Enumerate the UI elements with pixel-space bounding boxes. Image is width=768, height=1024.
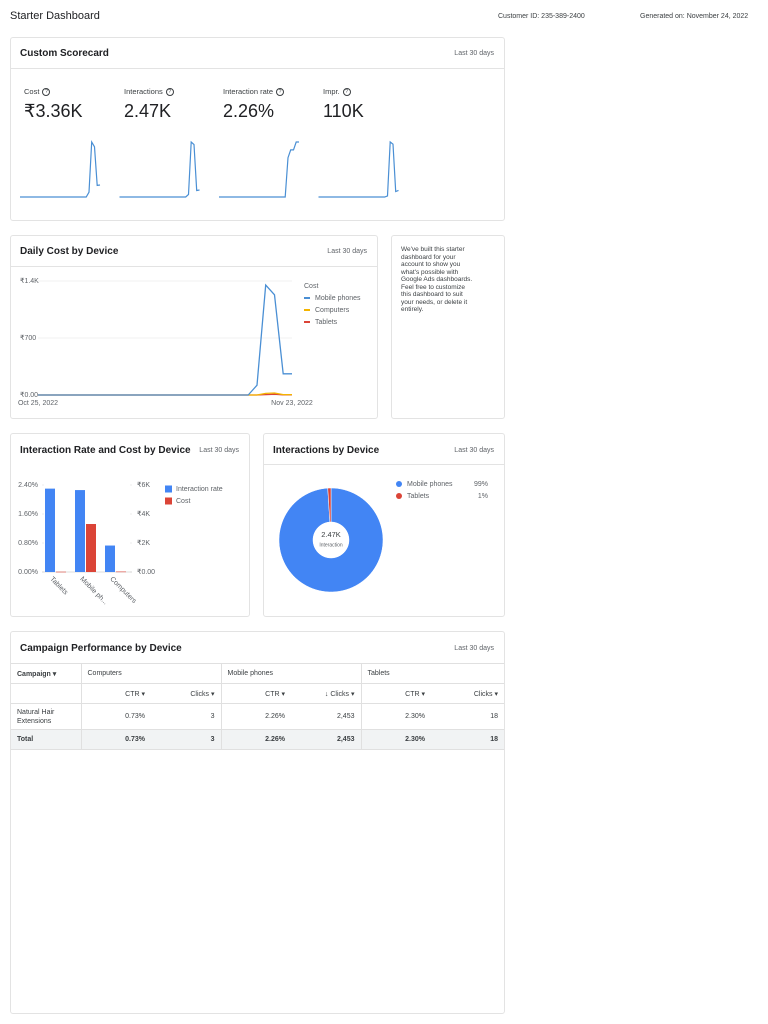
header-cell[interactable]: CTR ▾ bbox=[360, 683, 431, 704]
interactions-device-card: Interactions by Device Last 30 days bbox=[263, 433, 505, 617]
help-icon[interactable]: ? bbox=[165, 88, 174, 97]
cell: 0.73% bbox=[80, 729, 151, 750]
cell: Total bbox=[11, 729, 81, 750]
header-cell[interactable]: CTR ▾ bbox=[220, 683, 291, 704]
help-icon[interactable]: ? bbox=[42, 88, 51, 97]
group-header: Computers bbox=[80, 663, 221, 684]
period: Last 30 days bbox=[199, 447, 239, 454]
cell: 3 bbox=[151, 703, 221, 730]
cell: 18 bbox=[431, 703, 504, 730]
divider bbox=[11, 68, 504, 69]
period: Last 30 days bbox=[454, 50, 494, 57]
note-card: We've built this starter dashboard for y… bbox=[391, 235, 505, 419]
cell: 2.26% bbox=[220, 703, 291, 730]
metric-value: 110K bbox=[323, 101, 364, 121]
metric-value: 2.47K bbox=[124, 101, 172, 121]
cell: 2.26% bbox=[220, 729, 291, 750]
interaction-rate-card: Interaction Rate and Cost by Device Last… bbox=[10, 433, 250, 617]
help-icon[interactable]: ? bbox=[276, 88, 285, 97]
total-row: Total 0.73% 3 2.26% 2,453 2.30% 18 bbox=[11, 729, 504, 750]
card-title: Custom Scorecard bbox=[20, 48, 109, 59]
metric-label-text: Cost bbox=[24, 87, 40, 96]
metric-label[interactable]: Interaction rate? bbox=[223, 87, 285, 97]
cell: 18 bbox=[431, 729, 504, 750]
cell: 2,453 bbox=[291, 729, 361, 750]
header-cell[interactable]: CTR ▾ bbox=[80, 683, 151, 704]
metric-value: 2.26% bbox=[223, 101, 275, 121]
note-text: We've built this starter dashboard for y… bbox=[401, 246, 473, 313]
divider bbox=[11, 266, 377, 267]
group-header: Mobile phones bbox=[220, 663, 361, 684]
period: Last 30 days bbox=[327, 248, 367, 255]
campaign-card: Campaign Performance by Device Last 30 d… bbox=[10, 631, 505, 1014]
cell: Natural Hair Extensions bbox=[11, 703, 81, 730]
cell: 2,453 bbox=[291, 703, 361, 730]
cell: 2.30% bbox=[360, 729, 431, 750]
scorecard-card: Custom Scorecard Last 30 days Cost? Inte… bbox=[10, 37, 505, 221]
card-title: Interactions by Device bbox=[273, 445, 380, 456]
group-header-row: Campaign ▾ Computers Mobile phones Table… bbox=[11, 663, 504, 684]
header-text: Clicks bbox=[190, 690, 210, 698]
metric-label-text: Impr. bbox=[323, 87, 340, 96]
group-header: Tablets bbox=[360, 663, 504, 684]
cell: 0.73% bbox=[80, 703, 151, 730]
metric-label[interactable]: Impr.? bbox=[323, 87, 351, 97]
cell: 3 bbox=[151, 729, 221, 750]
header-text: Clicks bbox=[330, 690, 350, 698]
header-cell[interactable]: ↓ Clicks ▾ bbox=[291, 683, 361, 704]
metric-label-text: Interaction rate bbox=[223, 87, 274, 96]
generated-on: Generated on: November 24, 2022 bbox=[640, 13, 749, 20]
metric-label-text: Interactions bbox=[124, 87, 163, 96]
metric-value: ₹3.36K bbox=[24, 101, 83, 121]
daily-cost-card: Daily Cost by Device Last 30 days bbox=[10, 235, 378, 419]
header-cell[interactable]: Clicks ▾ bbox=[151, 683, 221, 704]
data-row: Natural Hair Extensions 0.73% 3 2.26% 2,… bbox=[11, 703, 504, 730]
period: Last 30 days bbox=[454, 447, 494, 454]
header-text: CTR bbox=[405, 690, 420, 698]
campaign-table: Campaign ▾ Computers Mobile phones Table… bbox=[11, 663, 504, 750]
card-title: Interaction Rate and Cost by Device bbox=[20, 445, 191, 456]
customer-id: Customer ID: 235-389-2400 bbox=[498, 13, 585, 20]
metric-label[interactable]: Interactions? bbox=[124, 87, 174, 97]
metric-label[interactable]: Cost? bbox=[24, 87, 51, 97]
card-title: Campaign Performance by Device bbox=[20, 643, 182, 654]
page-title: Starter Dashboard bbox=[10, 10, 100, 22]
header-text: Campaign bbox=[17, 670, 51, 678]
card-title: Daily Cost by Device bbox=[20, 246, 119, 257]
blank-cell bbox=[11, 683, 81, 704]
header-text: CTR bbox=[265, 690, 280, 698]
divider bbox=[264, 464, 504, 465]
header-text: Clicks bbox=[473, 690, 493, 698]
header-cell[interactable]: Campaign ▾ bbox=[11, 663, 81, 684]
period: Last 30 days bbox=[454, 645, 494, 652]
column-header-row: CTR ▾ Clicks ▾ CTR ▾ ↓ Clicks ▾ CTR ▾ Cl… bbox=[11, 683, 504, 704]
header-text: CTR bbox=[125, 690, 140, 698]
help-icon[interactable]: ? bbox=[342, 88, 351, 97]
cell: 2.30% bbox=[360, 703, 431, 730]
header-cell[interactable]: Clicks ▾ bbox=[431, 683, 504, 704]
